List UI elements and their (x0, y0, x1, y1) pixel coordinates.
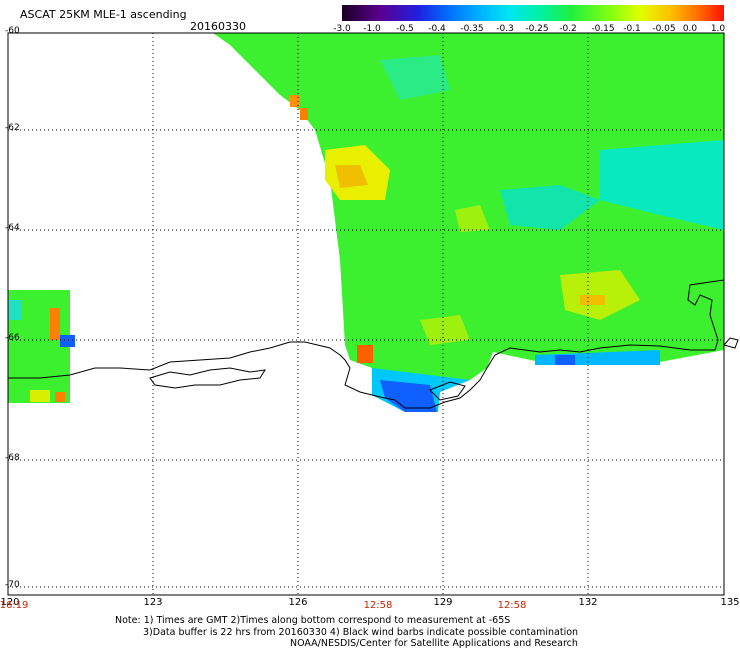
coastline (8, 279, 739, 409)
lon-label: 120 (0, 597, 20, 608)
lat-label: -66 (5, 333, 20, 343)
lat-label: -62 (5, 123, 20, 133)
swath-yellow-patch (420, 315, 470, 345)
cb-label: 1.0 (710, 24, 726, 34)
swath-orange-pixel (357, 345, 373, 363)
time-label: 12:58 (363, 600, 393, 611)
cb-label: -0.35 (460, 24, 484, 34)
cb-label: -0.15 (591, 24, 615, 34)
lat-label: -60 (5, 26, 20, 36)
lon-label: 126 (288, 597, 308, 608)
data-swath (213, 33, 724, 412)
map-date: 20160330 (190, 20, 246, 33)
map-title: ASCAT 25KM MLE-1 ascending (20, 8, 187, 21)
time-label: 16:19 (0, 600, 29, 611)
lon-label: 132 (578, 597, 598, 608)
swath-orange-pixel (290, 95, 300, 107)
cb-label: -0.3 (496, 24, 514, 34)
lon-label: 129 (433, 597, 453, 608)
swath-orange-pixel (300, 108, 308, 120)
cb-label: -0.1 (623, 24, 641, 34)
note-line-2: 3)Data buffer is 22 hrs from 20160330 4)… (143, 627, 579, 638)
cb-label: -1.0 (363, 24, 381, 34)
swath-yellow-patch (580, 295, 605, 305)
cb-label: -0.2 (559, 24, 577, 34)
swath-blue-strip (555, 355, 575, 365)
color-scale-labels: -3.0 -1.0 -0.5 -0.4 -0.35 -0.3 -0.25 -0.… (0, 24, 740, 38)
swath-yellow-patch (335, 165, 368, 188)
note-line-1: Note: 1) Times are GMT 2)Times along bot… (115, 615, 511, 626)
swath-cyan-patch (380, 55, 450, 100)
swath-yellow-patch (455, 205, 490, 232)
swath-cyan-patch (600, 140, 724, 230)
lat-label: -64 (5, 223, 20, 233)
swath-blue-region (380, 380, 437, 412)
color-scale-bar (342, 5, 724, 21)
cb-label: 0.0 (682, 24, 698, 34)
lat-label: -70 (5, 580, 20, 590)
time-label: 12:58 (497, 600, 527, 611)
cb-label: -0.05 (652, 24, 676, 34)
note-line-3: NOAA/NESDIS/Center for Satellite Applica… (290, 638, 578, 649)
left-data-block (8, 290, 75, 403)
cb-label: -0.5 (396, 24, 414, 34)
cb-label: -0.4 (428, 24, 446, 34)
lat-label: -68 (5, 453, 20, 463)
lon-label: 135 (720, 597, 740, 608)
swath-cyan-patch (500, 185, 600, 230)
cb-label: -0.25 (525, 24, 549, 34)
cb-label: -3.0 (333, 24, 351, 34)
lon-label: 123 (143, 597, 163, 608)
map-frame (7, 32, 725, 596)
